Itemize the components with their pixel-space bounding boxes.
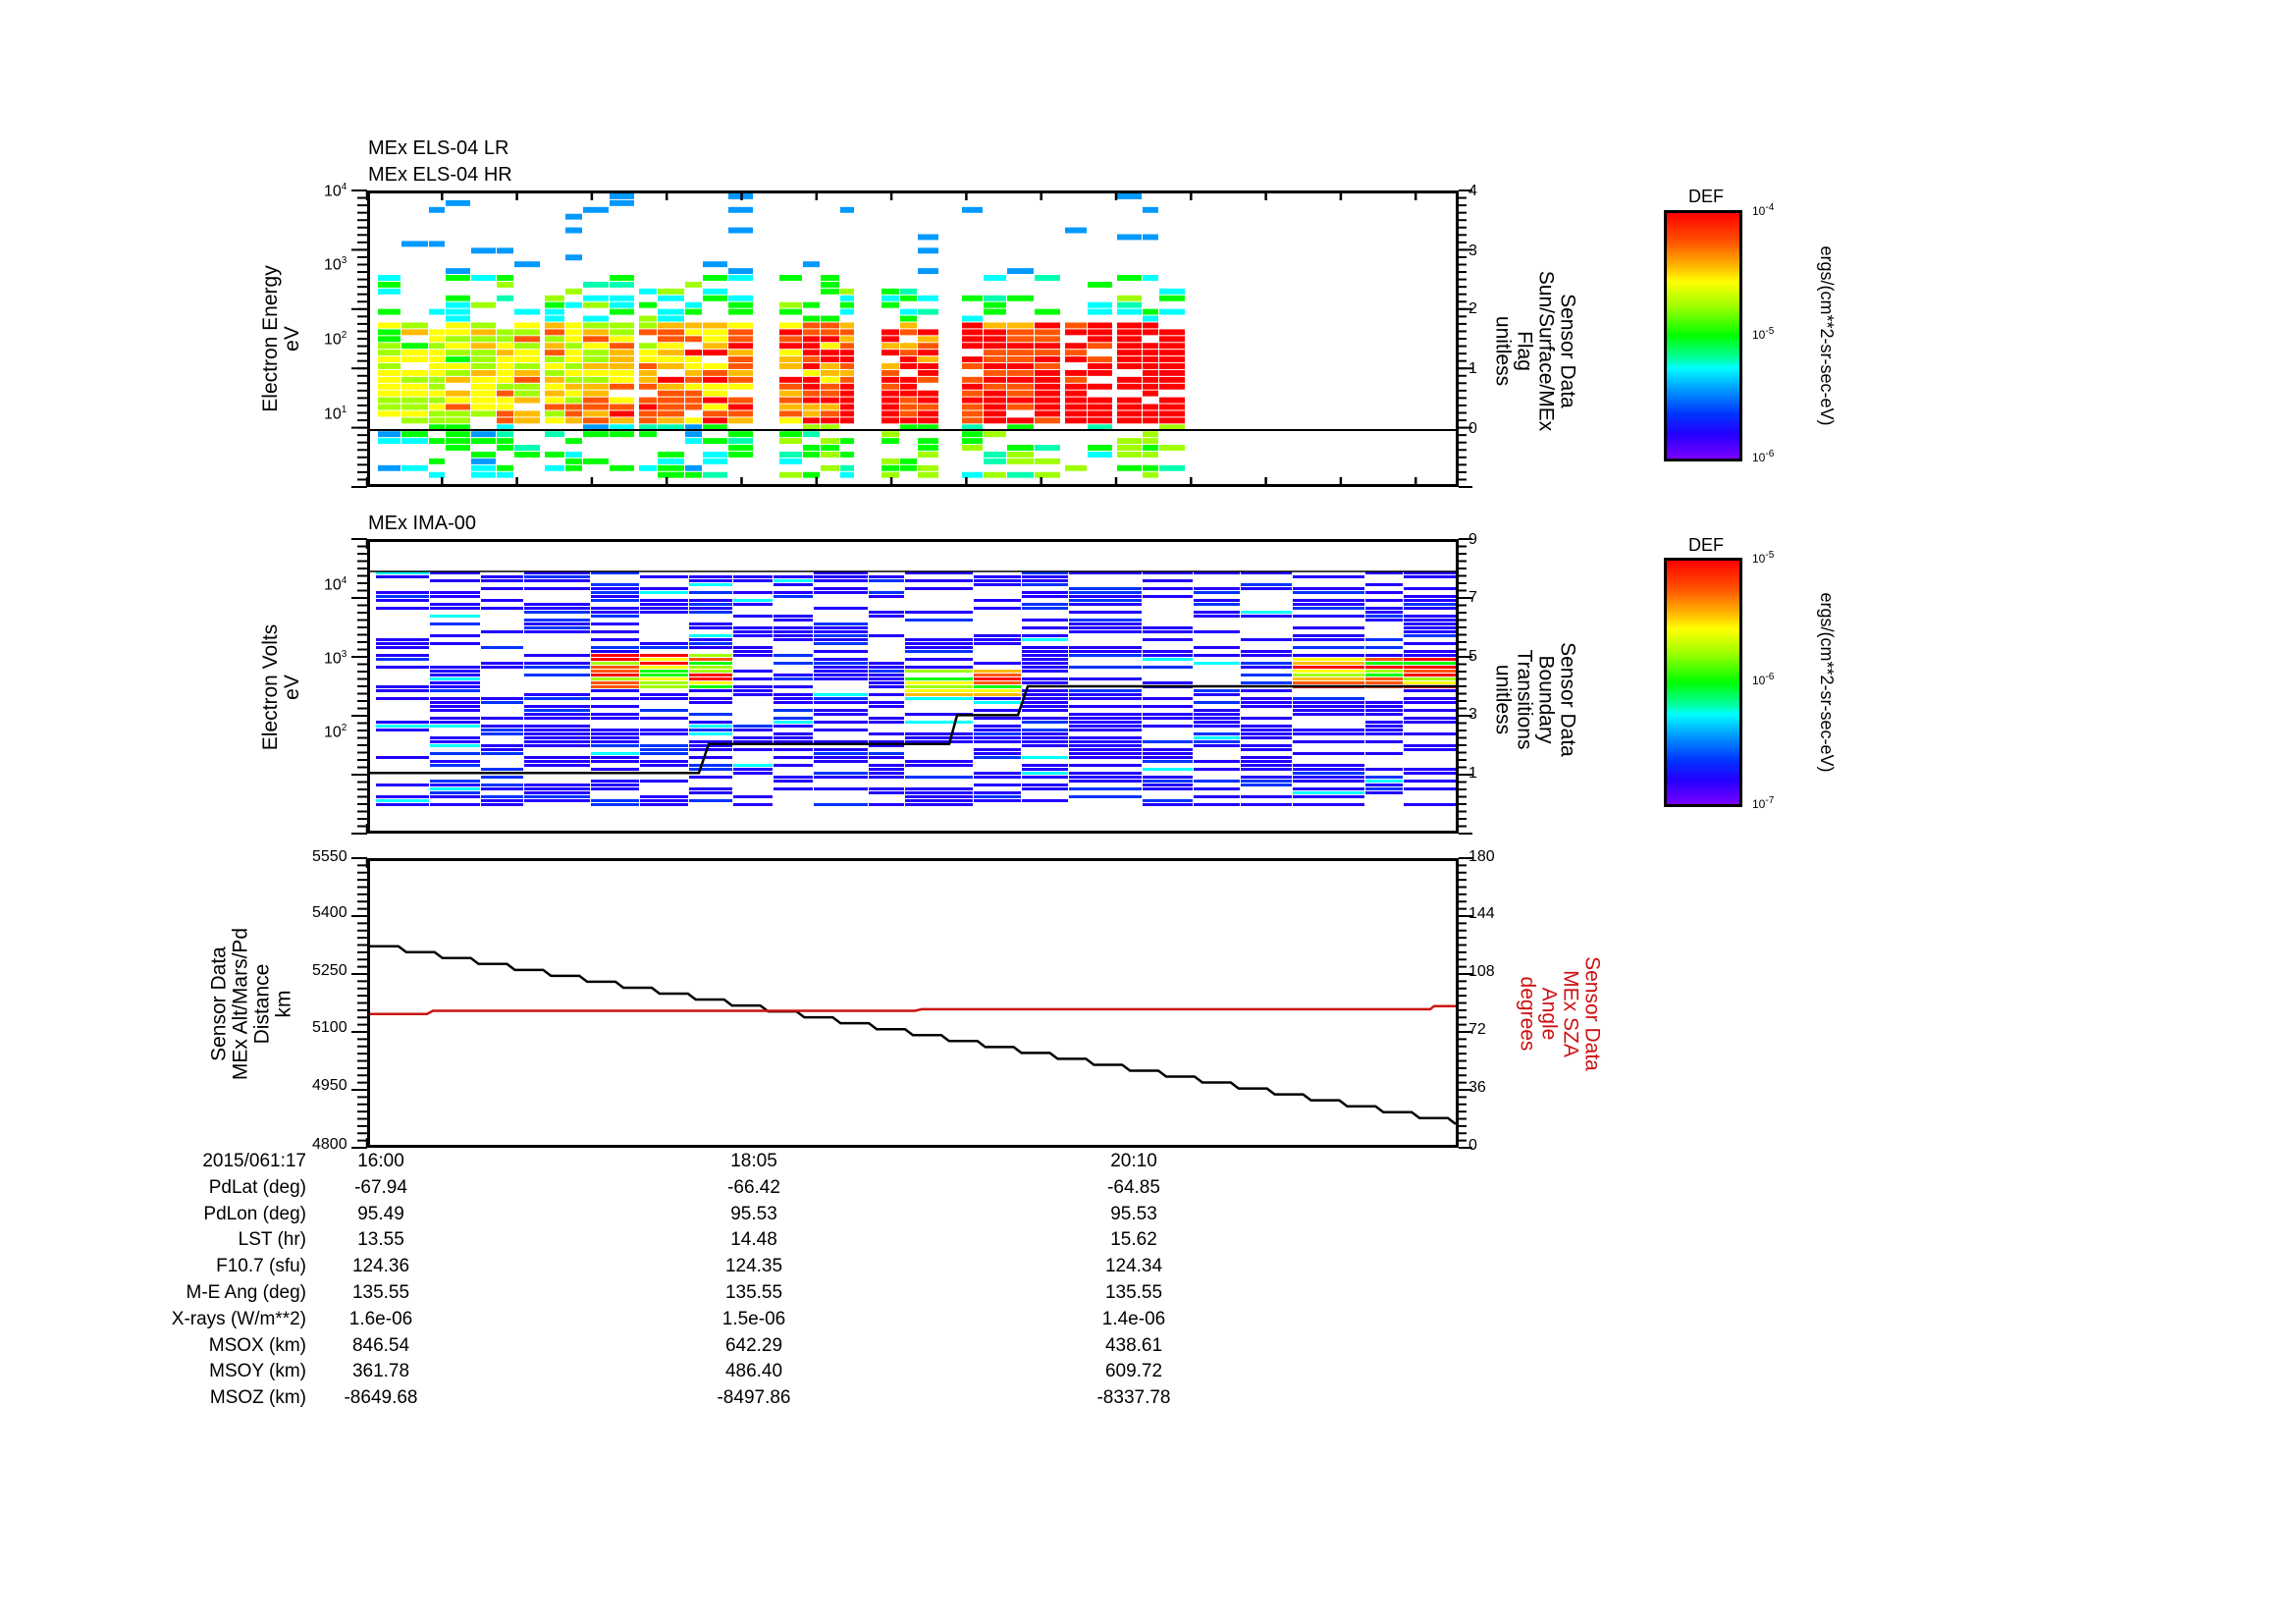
alt-ytick-0: 5550: [312, 848, 347, 865]
ephemeris-row-label: 2015/061:17: [202, 1151, 306, 1171]
ephemeris-row-value: 1.5e-06: [721, 1308, 786, 1329]
els-ylabel-left: Electron Energy eV: [259, 265, 303, 412]
els-yright-2: 2: [1468, 300, 1477, 317]
sza-yright-36: 36: [1468, 1079, 1486, 1096]
ephemeris-row-label: PdLon (deg): [203, 1203, 306, 1224]
els-ytick-1e1: 101: [324, 405, 347, 423]
ephemeris-row-value: -8337.78: [1096, 1387, 1171, 1409]
ephemeris-row-value: -8497.86: [717, 1387, 791, 1409]
els-ylabel-right: Sensor Data Sun/Surface/MEx Flag unitless: [1491, 270, 1579, 432]
ima-yright-9: 9: [1468, 531, 1477, 548]
ephemeris-row-value: 135.55: [1104, 1282, 1163, 1303]
ephemeris-row-label: PdLat (deg): [208, 1176, 306, 1198]
altitude-sza-panel: [367, 858, 1459, 1148]
ima-cb-top: 10-5: [1752, 550, 1775, 566]
alt-ytick-4: 4950: [312, 1077, 347, 1094]
els-ytick-1e4: 104: [324, 182, 347, 200]
els-yright-1: 1: [1468, 360, 1477, 377]
ephemeris-row-value: 1.4e-06: [1101, 1308, 1166, 1329]
ephemeris-row-label: F10.7 (sfu): [216, 1256, 306, 1277]
altitude-sza-lines: [370, 945, 1456, 1125]
els-title-hr: MEx ELS-04 HR: [368, 164, 512, 186]
ephemeris-row-value: 135.55: [351, 1282, 410, 1303]
ephemeris-row-label: MSOY (km): [209, 1361, 306, 1382]
ima-colorbar-title: DEF: [1688, 535, 1724, 555]
sza-yright-72: 72: [1468, 1021, 1486, 1038]
els-yright-4: 4: [1468, 183, 1477, 199]
ephemeris-row-value: -64.85: [1107, 1176, 1160, 1198]
ephemeris-row-value: -67.94: [354, 1176, 407, 1198]
els-spectrogram-panel: [367, 190, 1459, 487]
ephemeris-row-value: 13.55: [357, 1229, 404, 1251]
els-ytick-1e2: 102: [324, 330, 347, 349]
ephemeris-row-value: 18:05: [730, 1151, 777, 1171]
ima-ytick-1e4: 104: [324, 575, 347, 594]
ephemeris-row-value: -66.42: [727, 1176, 780, 1198]
ima-title: MEx IMA-00: [368, 513, 477, 534]
sza-yright-108: 108: [1468, 963, 1495, 980]
els-colorbar-title: DEF: [1688, 187, 1724, 206]
ephemeris-row-label: LST (hr): [238, 1229, 306, 1251]
ephemeris-row-value: 95.53: [1110, 1203, 1157, 1224]
els-cb-bottom: 10-6: [1752, 449, 1775, 464]
ephemeris-row-value: 609.72: [1104, 1361, 1163, 1382]
els-colorbar: [1664, 210, 1742, 461]
ephemeris-row-value: 124.35: [724, 1256, 783, 1277]
els-cb-mid: 10-5: [1752, 326, 1775, 342]
ima-spectrogram: [370, 570, 1456, 806]
ephemeris-row-value: 15.62: [1110, 1229, 1157, 1251]
ima-cb-units: ergs/(cm**2-sr-sec-eV): [1817, 592, 1837, 773]
ephemeris-row-value: 642.29: [724, 1334, 783, 1356]
ephemeris-row-value: 95.53: [730, 1203, 777, 1224]
ephemeris-row-label: X-rays (W/m**2): [171, 1308, 306, 1329]
ima-cb-bottom: 10-7: [1752, 795, 1775, 811]
ephemeris-row-value: -8649.68: [344, 1387, 418, 1409]
els-ytick-1e3: 103: [324, 255, 347, 274]
els-cb-units: ergs/(cm**2-sr-sec-eV): [1817, 245, 1837, 426]
ephemeris-row-value: 16:00: [357, 1151, 404, 1171]
ephemeris-row-label: M-E Ang (deg): [186, 1282, 307, 1303]
ephemeris-row-value: 124.36: [351, 1256, 410, 1277]
ephemeris-row-label: MSOZ (km): [209, 1387, 306, 1409]
sza-yright-0: 0: [1468, 1137, 1477, 1154]
ima-ylabel-right: Sensor Data Boundary Transitions unitless: [1491, 642, 1579, 757]
ima-yright-3: 3: [1468, 706, 1477, 723]
ephemeris-row-value: 124.34: [1104, 1256, 1163, 1277]
sza-ylabel-right: Sensor Data MEx SZA Angle degrees: [1516, 956, 1604, 1071]
ephemeris-row-value: 361.78: [351, 1361, 410, 1382]
ima-yright-7: 7: [1468, 589, 1477, 606]
ephemeris-row-value: 20:10: [1110, 1151, 1157, 1171]
els-cb-top: 10-4: [1752, 202, 1775, 218]
alt-ylabel-left: Sensor Data MEx Alt/Mars/Pd Distance km: [207, 927, 295, 1081]
ima-ytick-1e2: 102: [324, 723, 347, 741]
ephemeris-row-value: 1.6e-06: [348, 1308, 413, 1329]
alt-ytick-5: 4800: [312, 1136, 347, 1153]
ima-ylabel-left: Electron Volts eV: [259, 623, 303, 751]
sza-yright-144: 144: [1468, 905, 1495, 922]
ephemeris-row-value: 95.49: [357, 1203, 404, 1224]
ephemeris-row-value: 846.54: [351, 1334, 410, 1356]
els-yright-0: 0: [1468, 420, 1477, 437]
ima-yright-5: 5: [1468, 648, 1477, 665]
alt-ytick-3: 5100: [312, 1019, 347, 1036]
ima-yright-1: 1: [1468, 765, 1477, 782]
ephemeris-row-label: MSOX (km): [208, 1334, 306, 1356]
ima-spectrogram-panel: [367, 539, 1459, 834]
ima-colorbar: [1664, 558, 1742, 807]
ephemeris-row-value: 14.48: [730, 1229, 777, 1251]
ima-cb-mid: 10-6: [1752, 672, 1775, 687]
ephemeris-row-value: 135.55: [724, 1282, 783, 1303]
ephemeris-row-value: 486.40: [724, 1361, 783, 1382]
ima-ytick-1e3: 103: [324, 649, 347, 668]
alt-ytick-1: 5400: [312, 904, 347, 921]
sza-yright-180: 180: [1468, 848, 1495, 865]
els-spectrogram: [370, 193, 1456, 478]
els-title-lr: MEx ELS-04 LR: [368, 137, 509, 159]
ephemeris-row-value: 438.61: [1104, 1334, 1163, 1356]
els-yright-3: 3: [1468, 243, 1477, 259]
alt-ytick-2: 5250: [312, 962, 347, 979]
